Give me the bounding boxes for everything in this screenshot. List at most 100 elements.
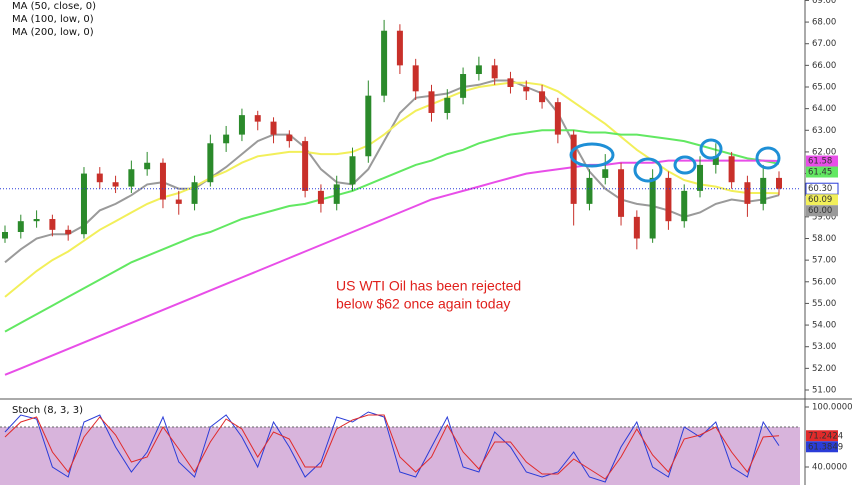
candle-body — [697, 164, 704, 191]
value-label: 60.30 — [808, 184, 832, 194]
candle-body — [396, 30, 403, 66]
candle-body — [317, 190, 324, 204]
candle-body — [539, 91, 546, 103]
value-label: 60.00 — [808, 206, 832, 216]
candle-body — [602, 169, 609, 178]
y-tick-label: 53.00 — [812, 342, 836, 352]
candle-body — [776, 177, 782, 189]
line-series — [4, 411, 780, 483]
candle-body — [96, 173, 103, 183]
candle-body — [633, 216, 640, 239]
highlight-ellipse — [633, 157, 663, 183]
candle-body — [254, 115, 261, 122]
candle-body — [491, 65, 498, 79]
y-tick-label: 54.00 — [812, 321, 836, 331]
highlight-ellipse — [569, 142, 615, 168]
candle-body — [2, 232, 8, 239]
candle-body — [586, 177, 593, 204]
candle-body — [365, 95, 372, 157]
candle-body — [159, 162, 166, 200]
y-tick-label: 51.00 — [812, 385, 836, 395]
candle-body — [760, 177, 767, 204]
y-tick-label: 40.0000 — [812, 463, 847, 473]
candle-body — [238, 115, 245, 135]
candle-body — [570, 134, 577, 204]
candle-body — [175, 199, 182, 204]
candle-body — [80, 173, 87, 235]
y-tick-label: 67.00 — [812, 39, 836, 49]
stoch-panel: 100.0000 40.0000 Stoch (8, 3, 3) 71.242461.… — [0, 403, 852, 485]
y-tick-label: 57.00 — [812, 256, 836, 266]
value-label-box — [806, 205, 838, 217]
value-label-box — [806, 166, 838, 178]
value-label: 71.2424 — [808, 431, 843, 441]
highlight-ellipse — [699, 138, 723, 160]
y-tick-label: 69.00 — [812, 0, 836, 6]
y-tick-label: 56.00 — [812, 277, 836, 287]
y-tick-label: 59.00 — [812, 212, 836, 222]
candle-body — [681, 190, 688, 222]
price-panel: 51.00 52.00 53.00 54.00 55.00 56.00 57.00 58.00… — [0, 0, 839, 395]
candle-body — [444, 97, 451, 113]
candle-body — [475, 65, 482, 75]
panel-title: Stoch (8, 3, 3) — [12, 405, 83, 416]
candle-body — [618, 169, 625, 217]
legend-entry: MA (100, low, 0) — [12, 14, 94, 25]
candle-body — [665, 177, 672, 222]
y-tick-label: 55.00 — [812, 299, 836, 309]
candle-body — [412, 65, 419, 92]
highlight-ellipse — [755, 146, 781, 170]
candle-body — [460, 74, 467, 98]
candle-body — [144, 162, 151, 170]
candle-body — [112, 182, 119, 187]
annotation: below $62 once again today — [336, 296, 510, 312]
value-label-box — [806, 194, 838, 206]
line-series — [4, 414, 780, 480]
y-tick-label: 100.0000 — [812, 403, 852, 413]
y-tick-label: 62.00 — [812, 147, 836, 157]
line-series — [4, 129, 780, 333]
candle-body — [712, 156, 719, 165]
candle-body — [17, 221, 24, 233]
candle-body — [554, 102, 561, 135]
value-label: 61.58 — [808, 157, 832, 167]
candle-body — [507, 78, 514, 88]
candle-body — [381, 30, 388, 96]
y-tick-label: 58.00 — [812, 234, 836, 244]
y-tick-label: 52.00 — [812, 364, 836, 374]
value-label-box — [806, 441, 838, 453]
candle-body — [333, 184, 340, 204]
legend-entry: MA (200, low, 0) — [12, 27, 94, 38]
candle-body — [649, 177, 656, 239]
candle-body — [523, 87, 530, 92]
legend-entry: MA (50, close, 0) — [12, 1, 96, 12]
candle-body — [270, 121, 277, 135]
candle-body — [191, 182, 198, 204]
value-label-box — [806, 155, 838, 167]
candle-body — [49, 219, 56, 230]
candle-body — [286, 134, 293, 142]
candle-body — [223, 134, 230, 144]
value-label-box — [806, 430, 838, 442]
candle-body — [65, 229, 72, 235]
candle-body — [428, 91, 435, 113]
candle-body — [728, 156, 735, 183]
line-series — [4, 159, 780, 376]
highlight-ellipse — [673, 155, 697, 175]
candle-body — [33, 219, 40, 222]
value-label: 61.45 — [808, 168, 832, 178]
highlights — [569, 138, 781, 183]
candle-body — [128, 169, 135, 187]
y-tick-label: 63.00 — [812, 126, 836, 136]
candle-body — [744, 182, 751, 204]
y-tick-label: 66.00 — [812, 61, 836, 71]
annotation: US WTI Oil has been rejected — [336, 278, 521, 294]
value-label: 61.3849 — [808, 442, 843, 452]
y-tick-label: 65.00 — [812, 83, 836, 93]
y-tick-label: 64.00 — [812, 104, 836, 114]
candle-body — [207, 143, 214, 183]
candle-body — [302, 141, 309, 191]
value-label: 60.09 — [808, 195, 832, 205]
